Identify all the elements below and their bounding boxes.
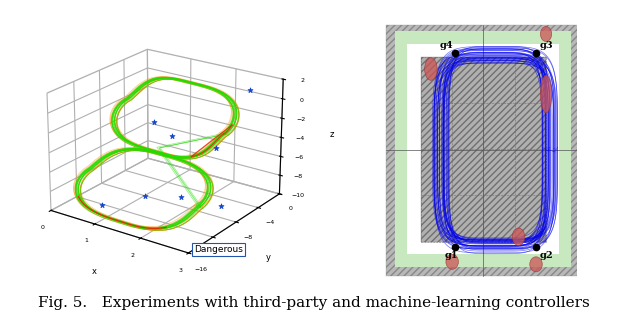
Text: g1: g1	[445, 251, 458, 260]
Text: Fig. 5.   Experiments with third-party and machine-learning controllers: Fig. 5. Experiments with third-party and…	[38, 296, 590, 310]
Text: g3: g3	[540, 41, 553, 50]
Ellipse shape	[530, 257, 543, 272]
Ellipse shape	[541, 27, 551, 41]
Text: g4: g4	[440, 41, 453, 50]
Text: Dangerous: Dangerous	[194, 245, 243, 254]
X-axis label: x: x	[92, 267, 97, 276]
Text: g2: g2	[540, 251, 553, 260]
Ellipse shape	[446, 254, 458, 269]
Ellipse shape	[512, 228, 525, 246]
Bar	[407, 44, 558, 254]
Ellipse shape	[425, 58, 437, 80]
Bar	[421, 57, 546, 242]
Y-axis label: y: y	[266, 253, 271, 262]
Bar	[421, 57, 546, 242]
Ellipse shape	[541, 75, 551, 113]
